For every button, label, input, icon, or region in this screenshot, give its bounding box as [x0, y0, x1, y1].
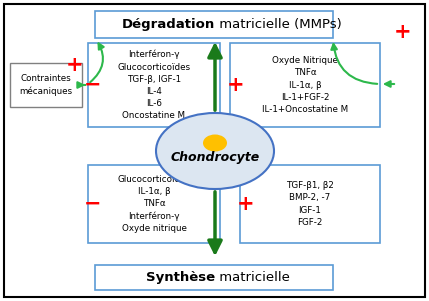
FancyBboxPatch shape: [88, 165, 220, 243]
FancyArrowPatch shape: [385, 81, 394, 87]
FancyBboxPatch shape: [10, 63, 82, 107]
FancyArrowPatch shape: [331, 44, 377, 84]
FancyBboxPatch shape: [240, 165, 380, 243]
Text: Contraintes
mécaniques: Contraintes mécaniques: [19, 74, 73, 96]
Text: Oxyde Nitrique
TNFα
IL-1α, β
IL-1+FGF-2
IL-1+Oncostatine M: Oxyde Nitrique TNFα IL-1α, β IL-1+FGF-2 …: [262, 56, 348, 114]
Text: Interféron-γ
Glucocorticoïdes
TGF-β, IGF-1
IL-4
IL-6
Oncostatine M: Interféron-γ Glucocorticoïdes TGF-β, IGF…: [118, 50, 190, 120]
Text: −: −: [84, 75, 102, 95]
Ellipse shape: [156, 113, 274, 189]
Text: Chondrocyte: Chondrocyte: [170, 150, 260, 163]
FancyArrowPatch shape: [77, 82, 85, 88]
Ellipse shape: [203, 135, 227, 151]
Text: +: +: [227, 75, 245, 95]
Text: +: +: [394, 22, 412, 42]
Text: matricielle: matricielle: [215, 271, 290, 284]
Text: Synthèse: Synthèse: [146, 271, 215, 284]
FancyBboxPatch shape: [230, 43, 380, 127]
FancyBboxPatch shape: [95, 11, 333, 38]
Text: +: +: [237, 194, 255, 214]
Text: −: −: [84, 194, 102, 214]
Text: Dégradation: Dégradation: [122, 18, 215, 31]
Text: matricielle (MMPs): matricielle (MMPs): [215, 18, 342, 31]
FancyBboxPatch shape: [88, 43, 220, 127]
FancyArrowPatch shape: [90, 43, 104, 82]
FancyBboxPatch shape: [4, 4, 425, 297]
Text: Glucocorticoïdes
IL-1α, β
TNFα
Interféron-γ
Oxyde nitrique: Glucocorticoïdes IL-1α, β TNFα Interféro…: [118, 175, 190, 233]
Text: +: +: [66, 55, 84, 75]
FancyBboxPatch shape: [95, 265, 333, 290]
Text: TGF-β1, β2
BMP-2, -7
IGF-1
FGF-2: TGF-β1, β2 BMP-2, -7 IGF-1 FGF-2: [286, 181, 334, 227]
